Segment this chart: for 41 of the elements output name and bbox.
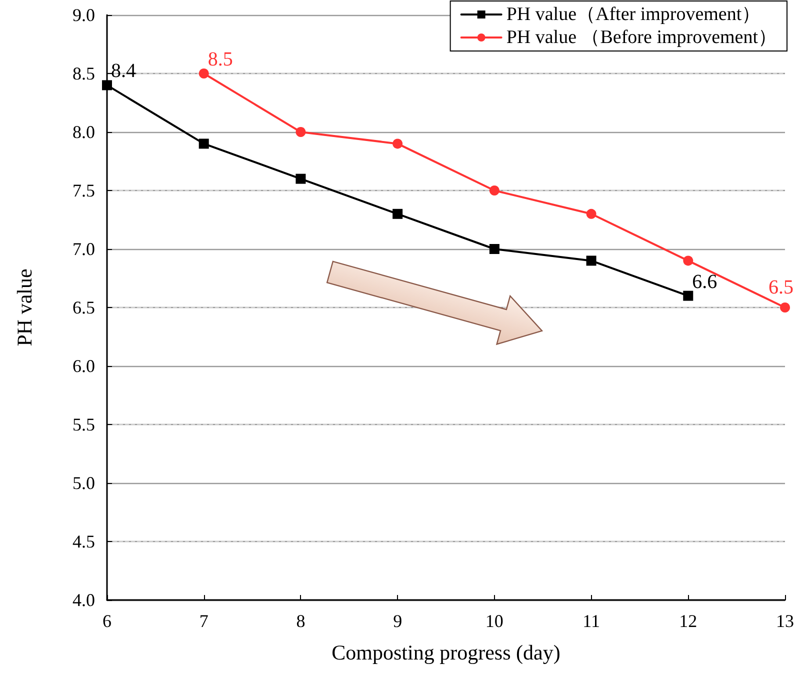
point <box>683 256 694 266</box>
legend-label: PH value （Before improvement） <box>506 27 777 48</box>
x-tick-label: 9 <box>393 611 402 631</box>
data-label: 8.5 <box>208 48 233 70</box>
y-tick-label: 7.0 <box>72 239 95 259</box>
y-tick-label: 7.5 <box>72 180 95 200</box>
point <box>296 174 306 184</box>
point <box>780 302 790 312</box>
legend-label: PH value（After improvement） <box>506 4 761 25</box>
data-label: 6.6 <box>692 270 718 293</box>
data-label: 6.5 <box>768 276 794 298</box>
x-tick-label: 13 <box>776 611 794 631</box>
point <box>489 186 500 196</box>
y-tick-label: 5.0 <box>72 473 95 493</box>
x-tick-label: 8 <box>296 611 306 631</box>
x-tick-label: 11 <box>582 611 600 631</box>
y-tick-label: 8.5 <box>72 64 95 84</box>
y-tick-label: 4.0 <box>72 590 95 610</box>
x-tick-label: 7 <box>199 611 208 631</box>
point <box>102 80 112 90</box>
point <box>296 127 306 137</box>
y-tick-label: 6.5 <box>72 298 95 318</box>
point <box>392 208 403 219</box>
point <box>586 208 596 219</box>
point <box>392 138 403 149</box>
x-tick-label: 6 <box>102 611 112 631</box>
y-tick-label: 5.5 <box>72 414 95 434</box>
y-tick-label: 6.0 <box>72 356 95 376</box>
x-tick-label: 10 <box>485 611 504 631</box>
point <box>586 256 596 266</box>
point <box>683 290 694 301</box>
data-label: 8.4 <box>111 60 136 82</box>
y-tick-label: 9.0 <box>72 5 95 25</box>
point <box>489 244 500 254</box>
y-axis-title: PH value <box>12 268 36 346</box>
x-tick-label: 12 <box>679 611 698 631</box>
point <box>198 68 209 78</box>
y-tick-label: 4.5 <box>72 532 95 552</box>
x-axis-title: Composting progress (day) <box>332 640 560 664</box>
point <box>198 138 209 149</box>
y-tick-label: 8.0 <box>72 122 95 142</box>
